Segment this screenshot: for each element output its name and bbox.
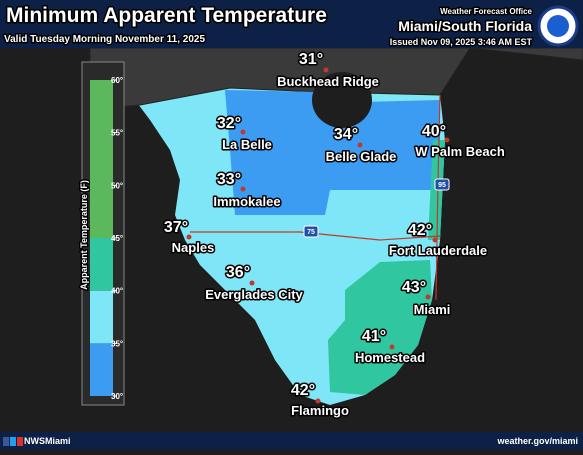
legend-band [90,343,113,396]
city-dot [323,67,329,73]
road [190,231,441,241]
city-temp: 36° [226,264,250,281]
highway-shield [303,225,319,238]
city-temp: 42° [408,222,432,239]
city-temp: 37° [164,219,188,236]
city-dot [432,237,438,243]
legend-tick-label: 45° [111,234,123,243]
title: Minimum Apparent Temperature [6,4,327,27]
social-icon [10,437,16,446]
highway-label: 75 [307,229,315,236]
issued: Issued Nov 09, 2025 3:46 AM EST [390,37,533,47]
city-temp: 33° [217,171,241,188]
legend-tick-label: 35° [111,339,123,348]
city-name: Belle Glade [326,149,397,164]
legend-tick-label: 30° [111,392,123,401]
legend-band [90,290,113,344]
city-name: Immokalee [213,194,280,209]
legend-tick-label: 60° [111,76,123,85]
cold-zone [225,90,440,215]
city-temp: 40° [422,123,446,140]
social-icon [3,437,9,446]
footer-handle: NWSMiami [24,436,71,446]
city-name: Miami [414,302,451,317]
city-temp: 34° [334,126,358,143]
city-dot [444,137,450,143]
city-dot [389,344,395,350]
city-dot [240,186,246,192]
highway-shield [434,178,450,191]
city-temp: 41° [362,328,386,345]
city-temp: 31° [299,51,323,68]
legend-band [90,238,113,291]
office: Weather Forecast Office [440,7,532,16]
city-name: Buckhead Ridge [277,74,379,89]
header-bar [0,0,583,48]
mild-zone [328,260,432,395]
legend-tick-label: 40° [111,287,123,296]
legend-tick-label: 50° [111,181,123,190]
city-temp: 43° [402,279,426,296]
city-dot [425,294,431,300]
city-name: Homestead [355,350,425,365]
city-dot [240,129,246,135]
city-temp: 42° [291,382,315,399]
city-name: Everglades City [205,287,303,302]
city-temp: 32° [217,115,241,132]
valid-time: Valid Tuesday Morning November 11, 2025 [4,34,205,45]
footer-bar [0,432,583,450]
city-dot [186,234,192,240]
city-dot [357,142,363,148]
city-name: W Palm Beach [415,144,505,159]
nws-logo-inner [547,15,569,37]
legend-band [90,80,113,238]
lake-okeechobee [312,72,372,128]
city-dot [315,398,321,404]
city-name: Flamingo [291,403,349,418]
city-dot [249,280,255,286]
social-icon [17,437,23,446]
city-name: Fort Lauderdale [389,243,487,258]
footer-site: weather.gov/miami [496,436,578,446]
region: Miami/South Florida [398,18,532,34]
highway-label: 95 [438,182,446,189]
legend-title: Apparent Temperature (F) [79,180,89,290]
city-name: La Belle [222,137,272,152]
city-name: Naples [172,240,215,255]
legend-tick-label: 55° [111,129,123,138]
